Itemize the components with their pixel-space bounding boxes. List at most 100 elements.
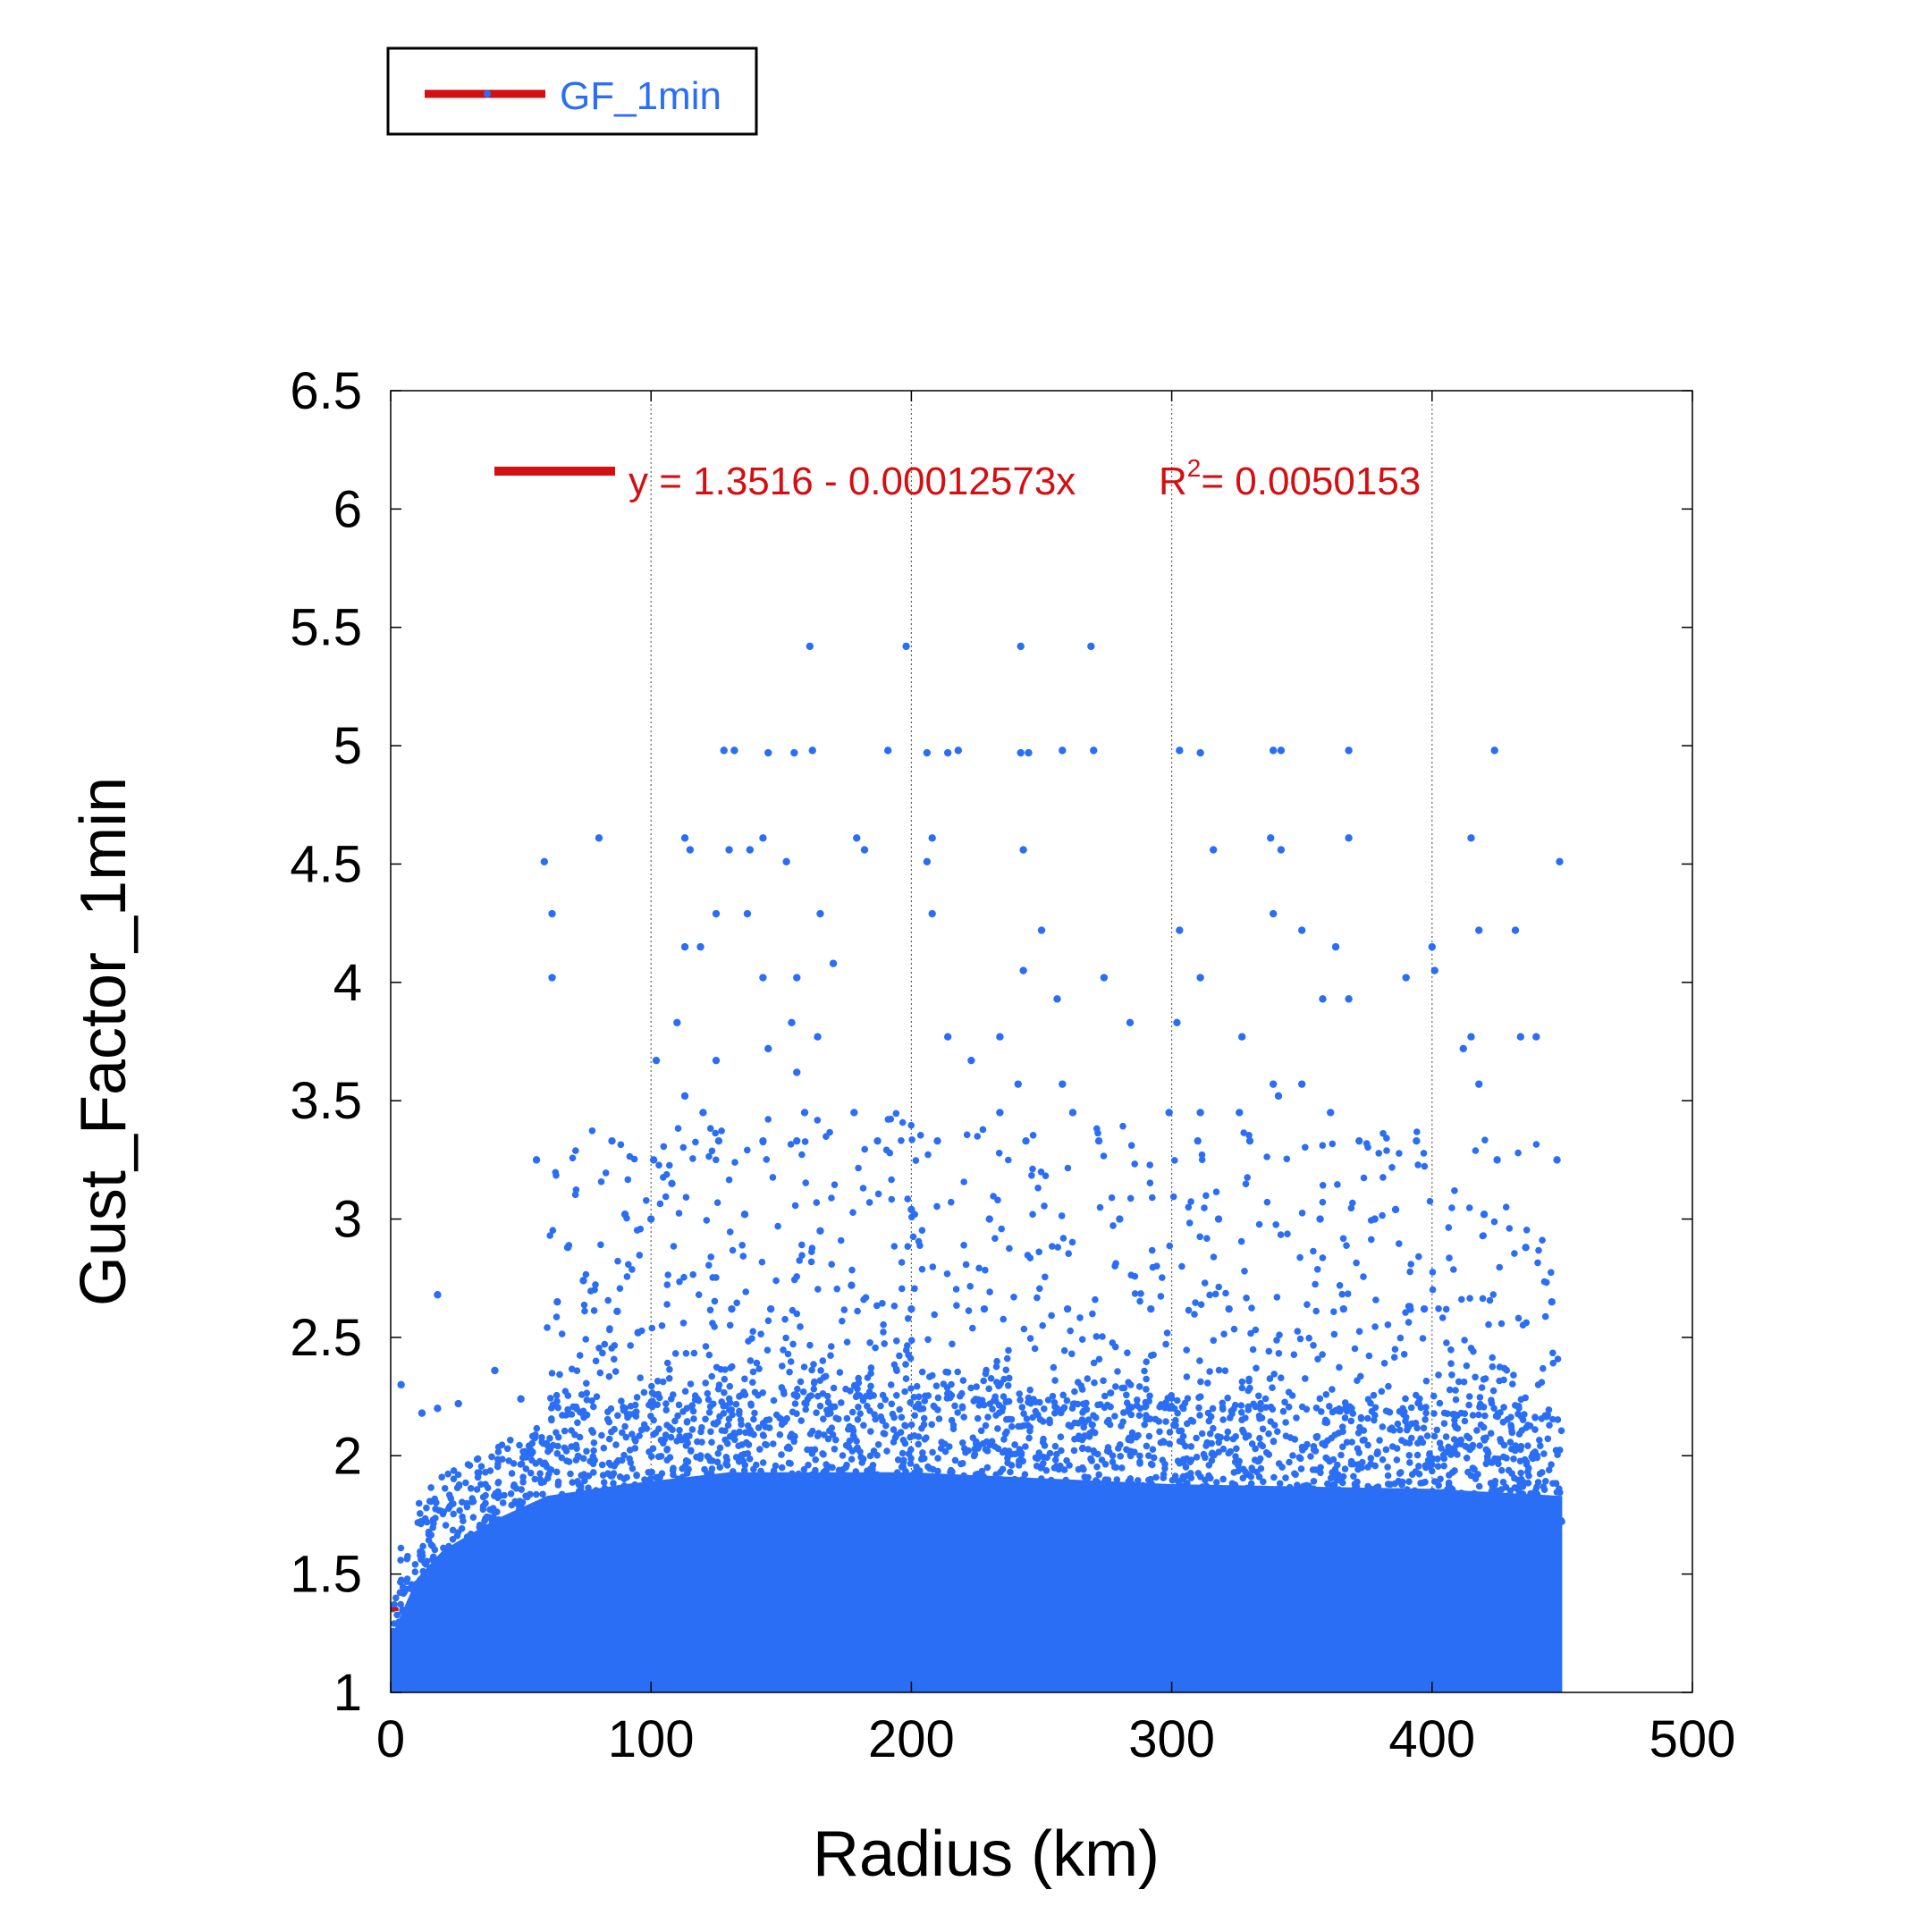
data-point — [780, 1390, 788, 1397]
data-point — [671, 1481, 679, 1489]
data-point — [1116, 1215, 1124, 1223]
data-point — [682, 1457, 690, 1464]
data-point — [495, 1516, 503, 1523]
data-point — [1503, 1455, 1510, 1462]
x-tick-label: 0 — [376, 1710, 405, 1768]
data-point — [1215, 1486, 1223, 1494]
data-point — [1034, 1185, 1042, 1192]
data-point — [1498, 1320, 1506, 1328]
data-point — [1500, 1498, 1507, 1506]
data-point — [853, 1445, 860, 1453]
data-point — [1363, 1504, 1371, 1512]
data-point — [910, 1476, 917, 1484]
data-point — [1534, 1259, 1541, 1267]
data-point — [403, 1555, 411, 1563]
data-point — [916, 1132, 924, 1139]
data-point — [1208, 1439, 1215, 1447]
data-point — [1080, 1465, 1087, 1473]
data-point — [449, 1526, 457, 1534]
data-point — [795, 1470, 802, 1478]
data-point — [943, 1270, 951, 1278]
data-point — [730, 1490, 737, 1498]
data-point — [1109, 1452, 1117, 1460]
data-point — [1111, 1262, 1118, 1270]
data-point — [1405, 1303, 1413, 1310]
data-point — [893, 1480, 900, 1487]
data-point — [1374, 1483, 1382, 1490]
data-point — [448, 1500, 456, 1508]
data-point — [1233, 1445, 1240, 1453]
data-point — [1243, 1295, 1250, 1302]
data-point — [747, 1400, 755, 1408]
data-point — [427, 1531, 435, 1539]
data-point — [1413, 1451, 1422, 1459]
data-point — [1472, 1475, 1480, 1482]
data-point — [797, 1496, 805, 1504]
data-point — [1016, 1390, 1023, 1397]
data-point — [421, 1559, 429, 1567]
data-point — [1447, 1489, 1455, 1496]
data-point — [1288, 1392, 1296, 1399]
data-point — [656, 1200, 664, 1208]
data-point — [1208, 1456, 1216, 1464]
data-point — [1421, 1162, 1429, 1170]
data-point — [1196, 1412, 1203, 1419]
data-point — [818, 1496, 825, 1503]
data-point — [1556, 857, 1564, 866]
data-point — [1490, 1405, 1498, 1412]
data-point — [1123, 1391, 1130, 1399]
data-point — [831, 1181, 839, 1188]
data-point — [508, 1470, 516, 1477]
data-point — [1319, 995, 1327, 1003]
data-point — [438, 1473, 446, 1481]
data-point — [1082, 1506, 1090, 1514]
data-point — [1506, 1225, 1514, 1232]
data-point — [954, 747, 963, 755]
data-point — [862, 1294, 870, 1302]
data-point — [738, 1486, 746, 1494]
data-point — [610, 1489, 618, 1498]
data-point — [836, 1369, 844, 1376]
data-point — [428, 1563, 435, 1571]
data-point — [923, 857, 932, 866]
data-point — [491, 1492, 498, 1499]
data-point — [647, 1215, 655, 1223]
data-point — [1494, 1410, 1502, 1417]
data-point — [696, 1452, 704, 1459]
data-point — [637, 1374, 644, 1381]
data-point — [423, 1504, 430, 1512]
data-point — [518, 1486, 525, 1493]
data-point — [1553, 1156, 1561, 1164]
data-point — [554, 1478, 562, 1486]
data-point — [1080, 1433, 1088, 1441]
data-point — [999, 1448, 1007, 1456]
data-point — [1479, 1295, 1487, 1303]
data-point — [1169, 1193, 1177, 1201]
data-point — [562, 1497, 569, 1505]
data-point — [494, 1448, 502, 1455]
data-point — [933, 1202, 941, 1211]
data-point — [1052, 1481, 1060, 1489]
data-point — [1133, 1402, 1141, 1409]
data-point — [1448, 1371, 1455, 1379]
data-point — [1178, 1262, 1185, 1270]
data-point — [806, 642, 814, 651]
data-point — [643, 1197, 650, 1204]
data-point — [633, 1394, 641, 1401]
data-point — [764, 1116, 772, 1123]
data-point — [860, 1422, 867, 1430]
data-point — [879, 1417, 886, 1424]
data-point — [540, 1478, 548, 1486]
data-point — [809, 1427, 816, 1435]
data-point — [769, 1488, 776, 1496]
data-point — [1033, 1455, 1042, 1463]
data-point — [960, 1500, 967, 1508]
data-point — [708, 1438, 715, 1446]
data-point — [673, 1018, 681, 1027]
data-point — [1088, 1421, 1096, 1429]
data-point — [1310, 1446, 1318, 1454]
data-point — [1247, 1329, 1254, 1337]
data-point — [1213, 1479, 1220, 1486]
data-point — [1452, 1387, 1459, 1394]
data-point — [564, 1405, 571, 1413]
